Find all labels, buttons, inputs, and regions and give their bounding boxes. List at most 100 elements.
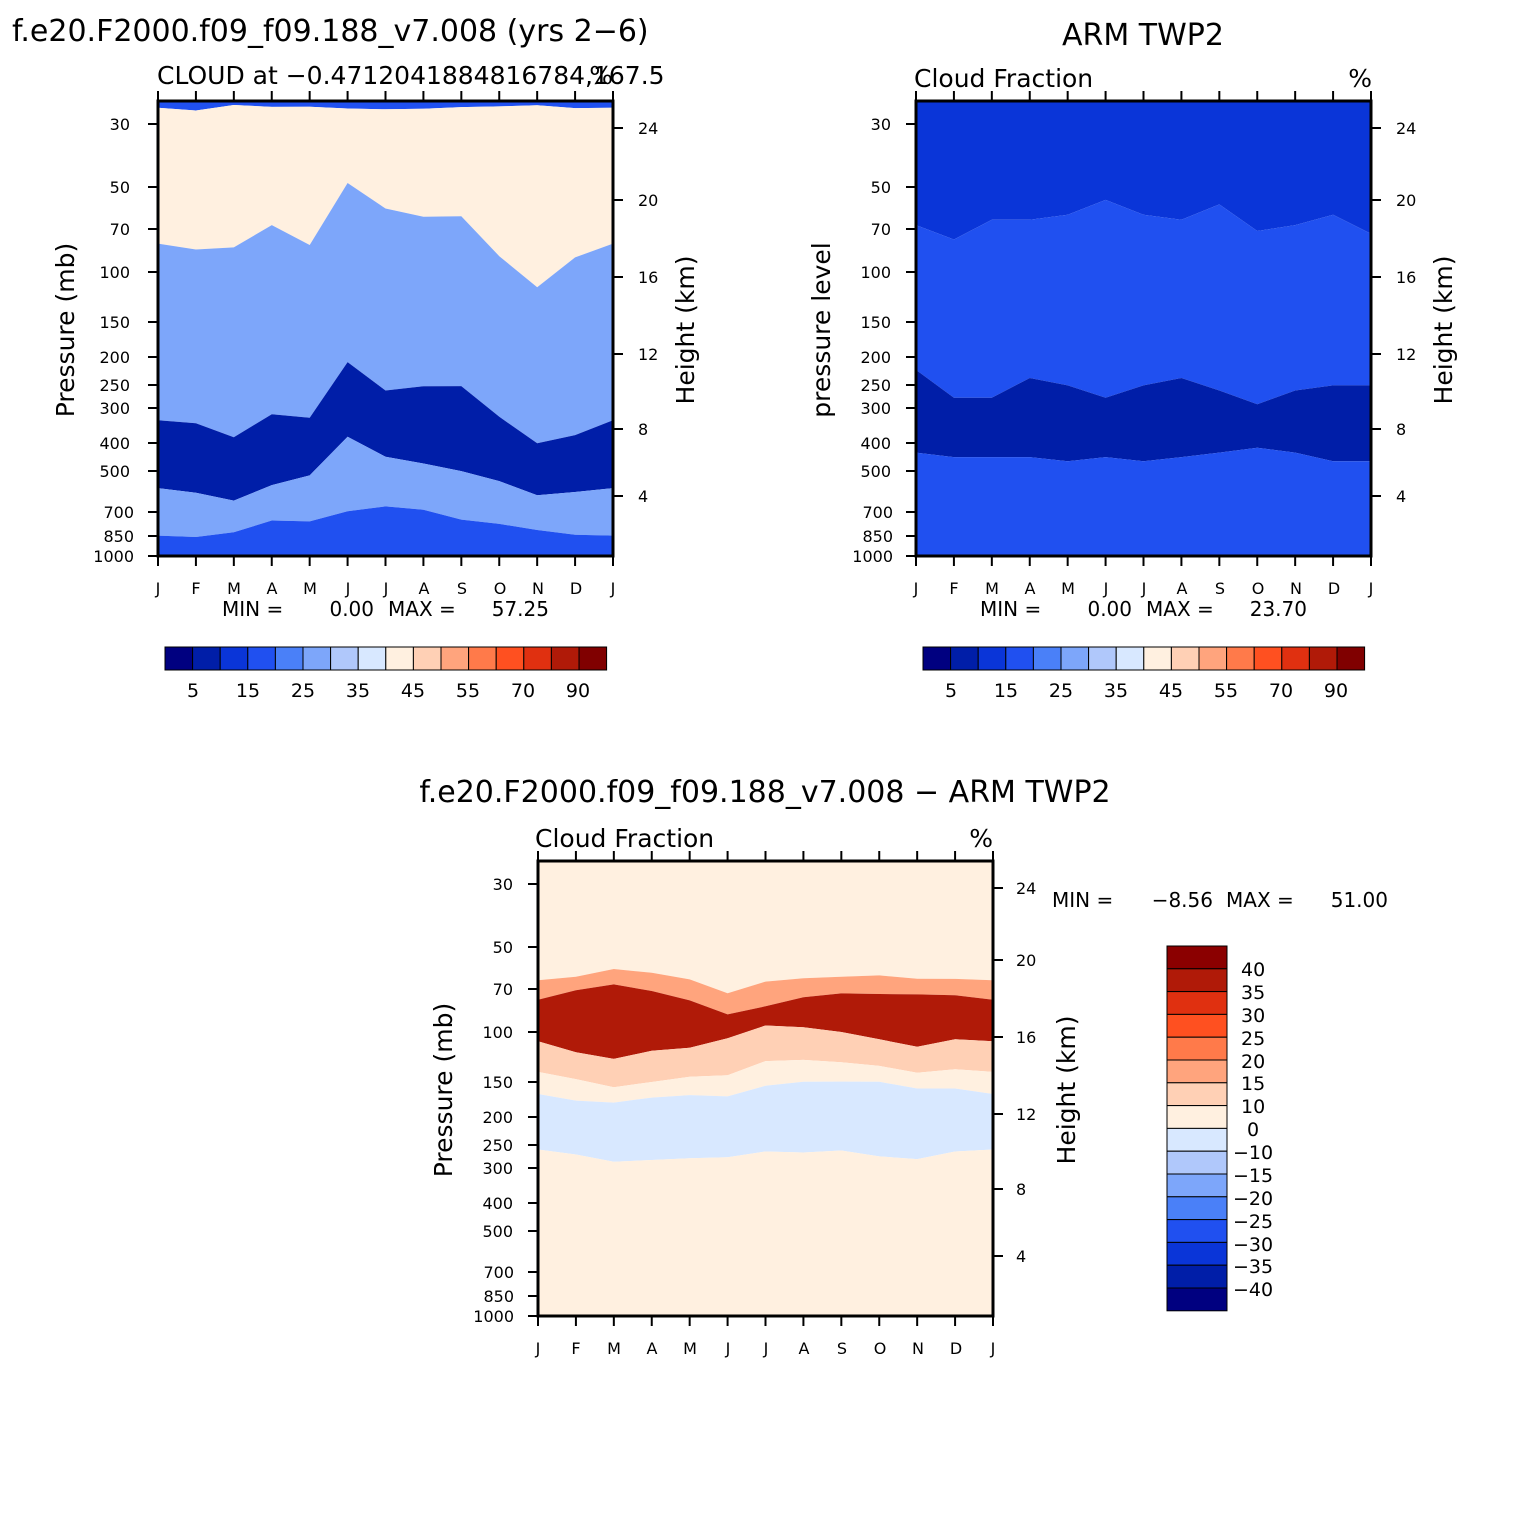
diff-xtick: F [571, 1339, 580, 1358]
model-ytick: 150 [99, 313, 130, 332]
obs-colorbar-swatch [977, 646, 1007, 671]
obs-max-label: MAX = [1146, 597, 1214, 621]
model-colorbar-swatch [330, 646, 359, 671]
diff-ylabel: Pressure (mb) [429, 1003, 458, 1177]
diff-ytick: 30 [493, 875, 513, 894]
model-y2label: Height (km) [671, 256, 700, 405]
obs-colorbar-swatch [1143, 646, 1172, 671]
model-colorbar-swatch [578, 646, 608, 671]
obs-colorbar-swatch [1170, 646, 1200, 671]
diff-cb-label: −40 [1233, 1279, 1273, 1301]
obs-y2tick: 20 [1396, 191, 1416, 210]
diff-cb-label: −25 [1233, 1211, 1273, 1233]
obs-xtick: M [1061, 579, 1075, 598]
obs-y2tick: 4 [1396, 487, 1406, 506]
diff-contour-band [538, 1059, 993, 1103]
diff-y2tick: 20 [1016, 951, 1036, 970]
diff-cb-label: 35 [1241, 982, 1265, 1004]
model-panel: f.e20.F2000.f09_f09.188_v7.008 (yrs 2−6)… [12, 14, 700, 702]
model-ytick: 300 [99, 399, 130, 418]
diff-cb-label: −35 [1233, 1256, 1273, 1278]
obs-min-value: 0.00 [1087, 597, 1132, 621]
obs-xtick: A [1025, 579, 1036, 598]
obs-contour-band [916, 101, 1371, 240]
obs-contour-band [916, 369, 1371, 462]
diff-contour-band [538, 1149, 993, 1316]
diff-xtick: O [874, 1339, 887, 1358]
obs-ytick: 1000 [852, 547, 893, 566]
diff-xtick: J [725, 1339, 731, 1358]
model-colorbar-swatch [412, 646, 442, 671]
diff-xtick: D [950, 1339, 962, 1358]
obs-ytick: 500 [860, 462, 891, 481]
model-colorbar-labels: 5 15 25 35 45 55 70 90 [187, 680, 590, 702]
obs-cb-label: 5 [945, 680, 957, 702]
diff-colorbar-swatch [1166, 1150, 1228, 1175]
obs-ytick: 150 [860, 313, 891, 332]
diff-contour-band [538, 1025, 993, 1088]
diff-cb-label: 15 [1241, 1073, 1265, 1095]
obs-contour-band [916, 447, 1371, 556]
diff-plot [528, 851, 1003, 1326]
diff-colorbar-swatch [1166, 1127, 1228, 1152]
model-colorbar-swatch [164, 646, 194, 671]
model-plot [148, 91, 623, 566]
obs-plot [906, 91, 1381, 566]
diff-colorbar-swatch [1166, 1036, 1228, 1061]
diff-colorbar-swatch [1166, 991, 1228, 1015]
model-xtick: N [532, 579, 544, 598]
diff-colorbar-swatch [1166, 1219, 1228, 1243]
model-y-ticks: 30 50 70 100 150 200 250 300 400 500 700… [93, 115, 134, 566]
obs-xtick: J [913, 579, 919, 598]
diff-cb-label: −30 [1233, 1234, 1273, 1256]
diff-xtick: A [799, 1339, 810, 1358]
model-cb-label: 5 [187, 680, 199, 702]
diff-y2-ticks: 24 20 16 12 8 4 [1016, 879, 1036, 1266]
diff-y-ticks: 30 50 70 100 150 200 250 300 400 500 700… [473, 875, 514, 1326]
diff-ytick: 200 [482, 1108, 513, 1127]
obs-max-value: 23.70 [1250, 597, 1307, 621]
obs-y2tick: 16 [1396, 268, 1416, 287]
diff-max-label: MAX = [1226, 888, 1294, 912]
obs-xtick: F [949, 579, 958, 598]
diff-contour-band [538, 1081, 993, 1162]
obs-ytick: 850 [862, 527, 893, 546]
obs-cb-label: 70 [1269, 680, 1293, 702]
diff-contours [538, 861, 993, 1316]
model-title: f.e20.F2000.f09_f09.188_v7.008 (yrs 2−6) [12, 14, 649, 49]
obs-colorbar-swatch [1005, 646, 1034, 671]
obs-cb-label: 35 [1104, 680, 1128, 702]
diff-ytick: 250 [482, 1136, 513, 1155]
obs-ytick: 300 [860, 399, 891, 418]
model-xtick: D [570, 579, 582, 598]
model-cb-label: 55 [456, 680, 480, 702]
diff-xtick: S [837, 1339, 847, 1358]
diff-colorbar-swatch [1166, 1264, 1228, 1289]
obs-ytick: 30 [871, 115, 891, 134]
diff-min-value: −8.56 [1152, 888, 1213, 912]
obs-xtick: O [1252, 579, 1265, 598]
model-ytick: 250 [99, 376, 130, 395]
diff-min-label: MIN = [1052, 888, 1113, 912]
obs-ylabel: pressure level [807, 242, 836, 417]
obs-colorbar-swatch [950, 646, 979, 671]
diff-y2tick: 8 [1016, 1180, 1026, 1199]
obs-y2label: Height (km) [1429, 256, 1458, 405]
diff-max-value: 51.00 [1331, 888, 1388, 912]
obs-colorbar-labels: 5 15 25 35 45 55 70 90 [945, 680, 1348, 702]
model-contour-band [158, 436, 613, 537]
obs-min-label: MIN = [980, 597, 1041, 621]
model-xtick: J [345, 579, 351, 598]
obs-y2tick: 12 [1396, 345, 1416, 364]
obs-ytick: 250 [860, 376, 891, 395]
obs-y-ticks: 30 50 70 100 150 200 250 300 400 500 700… [852, 115, 893, 566]
obs-xtick: D [1328, 579, 1340, 598]
obs-left-label: Cloud Fraction [914, 64, 1093, 93]
model-contour-band [158, 183, 613, 444]
model-xtick: O [494, 579, 507, 598]
model-cb-label: 15 [236, 680, 260, 702]
diff-ytick: 50 [493, 938, 513, 957]
model-cb-label: 90 [566, 680, 590, 702]
obs-ytick: 50 [871, 178, 891, 197]
diff-xtick: M [683, 1339, 697, 1358]
